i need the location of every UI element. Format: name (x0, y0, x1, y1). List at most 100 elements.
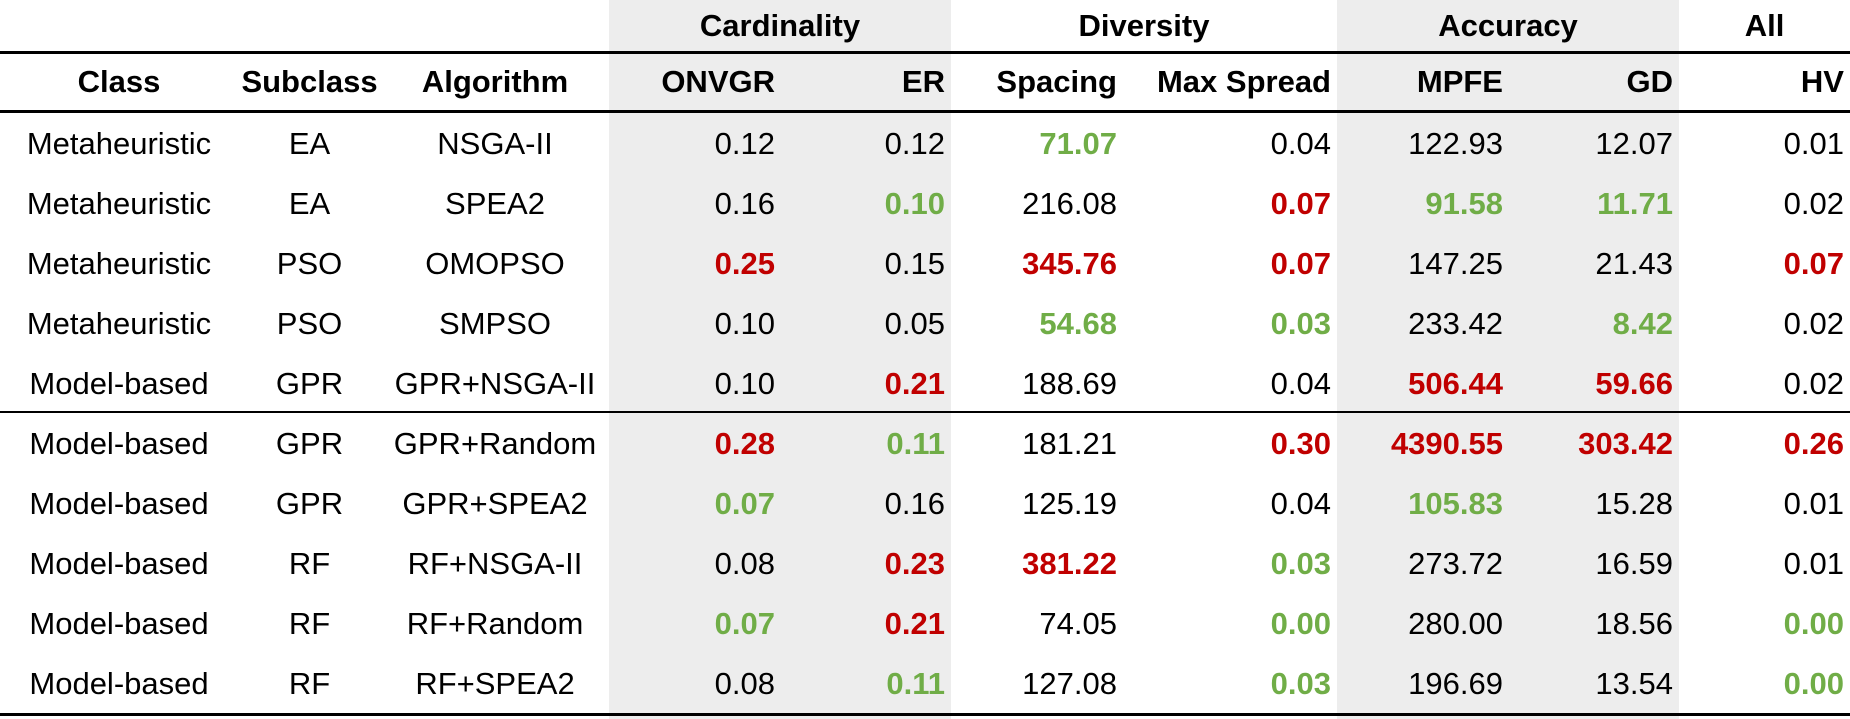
cell-hv: 0.07 (1783, 246, 1844, 281)
cell-onvgr: 0.07 (714, 486, 775, 521)
table-row: Model-based RF RF+SPEA2 0.08 0.11 127.08 0.03 1… (0, 654, 1850, 714)
cell-subclass: RF (288, 666, 331, 701)
cell-hv: 0.02 (1783, 306, 1844, 341)
rule-section-divider (0, 411, 1850, 413)
header-max-spread: Max Spread (1156, 64, 1331, 99)
cell-onvgr: 0.28 (714, 426, 775, 461)
cell-subclass: GPR (275, 486, 344, 521)
cell-algorithm: SPEA2 (445, 186, 545, 221)
group-accuracy: Accuracy (1438, 7, 1578, 43)
group-header-row: Cardinality Diversity Accuracy All (0, 0, 1850, 51)
cell-class: Model-based (29, 426, 209, 461)
header-onvgr: ONVGR (661, 64, 775, 99)
cell-onvgr: 0.07 (714, 606, 775, 641)
cell-gd: 13.54 (1595, 666, 1673, 701)
cell-er: 0.16 (884, 486, 945, 521)
cell-algorithm: RF+Random (406, 606, 584, 641)
cell-er: 0.21 (884, 366, 945, 401)
cell-onvgr: 0.08 (714, 546, 775, 581)
rule-header (0, 110, 1850, 113)
cell-mpfe: 280.00 (1408, 606, 1503, 641)
table-row: Metaheuristic PSO OMOPSO 0.25 0.15 345.76 0.07… (0, 234, 1850, 294)
cell-hv: 0.01 (1783, 126, 1844, 161)
header-gd: GD (1626, 64, 1674, 99)
cell-spacing: 127.08 (1022, 666, 1117, 701)
cell-max-spread: 0.04 (1270, 126, 1331, 161)
cell-er: 0.05 (884, 306, 945, 341)
cell-er: 0.23 (884, 546, 945, 581)
cell-mpfe: 506.44 (1408, 366, 1503, 401)
cell-algorithm: NSGA-II (437, 126, 553, 161)
header-algorithm: Algorithm (421, 64, 569, 99)
cell-mpfe: 273.72 (1408, 546, 1503, 581)
column-header-row: Class Subclass Algorithm ONVGR ER Spacin… (0, 54, 1850, 110)
cell-gd: 15.28 (1595, 486, 1673, 521)
cell-algorithm: SMPSO (439, 306, 551, 341)
table-row: Metaheuristic EA NSGA-II 0.12 0.12 71.07 0.04 1… (0, 114, 1850, 174)
cell-mpfe: 4390.55 (1390, 426, 1503, 461)
cell-max-spread: 0.03 (1270, 546, 1331, 581)
table-row: Model-based GPR GPR+NSGA-II 0.10 0.21 188.69 0… (0, 354, 1850, 414)
cell-spacing: 345.76 (1022, 246, 1117, 281)
cell-gd: 303.42 (1578, 426, 1673, 461)
table-row: Metaheuristic EA SPEA2 0.16 0.10 216.08 0.07 91… (0, 174, 1850, 234)
cell-mpfe: 147.25 (1408, 246, 1503, 281)
cell-subclass: RF (288, 606, 331, 641)
cell-max-spread: 0.00 (1270, 606, 1331, 641)
cell-gd: 18.56 (1595, 606, 1673, 641)
header-mpfe: MPFE (1416, 64, 1503, 99)
cell-gd: 16.59 (1595, 546, 1673, 581)
cell-algorithm: GPR+Random (393, 426, 597, 461)
cell-gd: 8.42 (1612, 306, 1673, 341)
cell-spacing: 54.68 (1039, 306, 1117, 341)
cell-hv: 0.01 (1783, 486, 1844, 521)
cell-gd: 11.71 (1597, 186, 1673, 221)
cell-onvgr: 0.08 (714, 666, 775, 701)
cell-mpfe: 233.42 (1408, 306, 1503, 341)
header-spacing: Spacing (996, 64, 1117, 99)
cell-mpfe: 196.69 (1408, 666, 1503, 701)
cell-max-spread: 0.30 (1270, 426, 1331, 461)
cell-er: 0.15 (884, 246, 945, 281)
cell-subclass: EA (288, 126, 331, 161)
cell-max-spread: 0.04 (1270, 486, 1331, 521)
cell-spacing: 181.21 (1022, 426, 1117, 461)
cell-hv: 0.02 (1783, 366, 1844, 401)
cell-class: Model-based (29, 366, 209, 401)
cell-gd: 59.66 (1595, 366, 1673, 401)
table-row: Model-based GPR GPR+SPEA2 0.07 0.16 125.19 0.0… (0, 474, 1850, 534)
cell-hv: 0.01 (1783, 546, 1844, 581)
cell-max-spread: 0.04 (1270, 366, 1331, 401)
cell-hv: 0.00 (1783, 606, 1844, 641)
cell-er: 0.10 (884, 186, 945, 221)
header-subclass: Subclass (241, 64, 378, 99)
cell-algorithm: OMOPSO (425, 246, 565, 281)
cell-hv: 0.02 (1783, 186, 1844, 221)
cell-hv: 0.26 (1783, 426, 1844, 461)
header-er: ER (901, 64, 945, 99)
cell-onvgr: 0.12 (714, 126, 775, 161)
cell-mpfe: 105.83 (1408, 486, 1503, 521)
cell-subclass: GPR (275, 426, 344, 461)
cell-class: Metaheuristic (26, 246, 212, 281)
cell-subclass: PSO (276, 246, 343, 281)
cell-er: 0.11 (886, 666, 945, 701)
accuracy-shading (1337, 0, 1679, 719)
group-diversity: Diversity (1078, 7, 1210, 43)
cell-onvgr: 0.25 (714, 246, 775, 281)
table-row: Metaheuristic PSO SMPSO 0.10 0.05 54.68 0.03 23… (0, 294, 1850, 354)
cell-subclass: GPR (275, 366, 344, 401)
group-all: All (1744, 7, 1785, 43)
group-cardinality: Cardinality (699, 7, 861, 43)
cell-spacing: 71.07 (1039, 126, 1117, 161)
cell-onvgr: 0.10 (714, 306, 775, 341)
cell-er: 0.12 (884, 126, 945, 161)
cell-spacing: 74.05 (1039, 606, 1117, 641)
cell-class: Model-based (29, 546, 209, 581)
cell-algorithm: GPR+SPEA2 (402, 486, 588, 521)
table-row: Model-based GPR GPR+Random 0.28 0.11 181.21 0.… (0, 414, 1850, 474)
cell-class: Model-based (29, 486, 209, 521)
cell-subclass: EA (288, 186, 331, 221)
cell-mpfe: 122.93 (1408, 126, 1503, 161)
rule-bottom (0, 713, 1850, 716)
